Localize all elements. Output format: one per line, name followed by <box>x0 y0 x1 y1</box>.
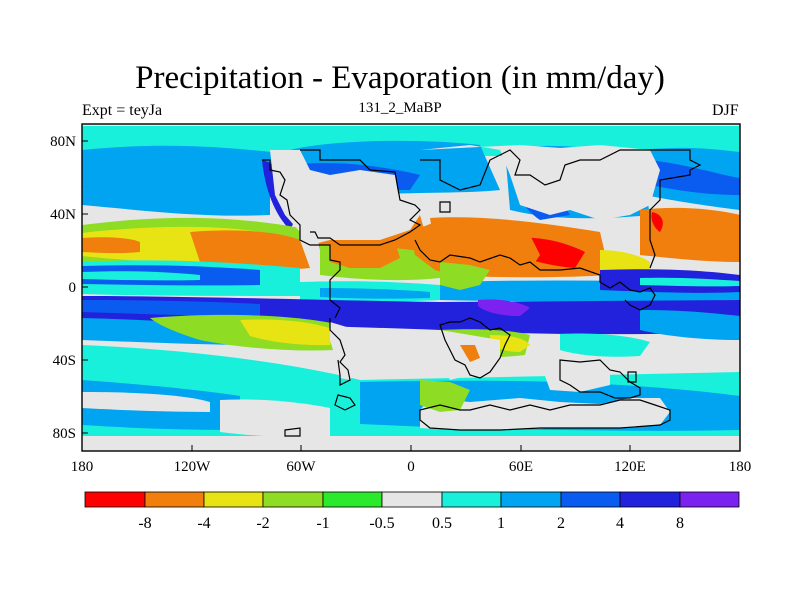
coastline-south-america <box>329 318 351 386</box>
field-land-africa-dry <box>460 345 480 362</box>
colorbar-label-8: 4 <box>616 515 624 532</box>
coastline-island-4 <box>439 201 451 213</box>
lon-ticks <box>191 445 631 451</box>
colorbar-label-6: 1 <box>497 515 505 532</box>
colorbar-label-0: -8 <box>138 515 151 532</box>
coastline-australia <box>559 359 641 399</box>
field-land-africa-green <box>420 380 470 412</box>
experiment-label: Expt = teyJa <box>82 102 163 119</box>
field-band-south-mid-light-2 <box>82 392 210 412</box>
colorbar-box-1 <box>144 491 205 508</box>
field-band-south-dry-5 <box>560 333 650 357</box>
colorbar-box-5 <box>381 491 443 508</box>
field-band-south-dry-2 <box>240 319 335 346</box>
lat-label-40s: 40S <box>53 353 76 369</box>
field-band-south-purple <box>478 299 530 316</box>
colorbar-box-7 <box>500 491 562 508</box>
lon-label-180-west: 180 <box>71 459 94 475</box>
colorbar-label-2: -2 <box>256 515 269 532</box>
colorbar-label-7: 2 <box>557 515 565 532</box>
field-band-equator-cyan-2 <box>82 271 200 281</box>
coastline-island-2 <box>284 427 301 437</box>
colorbar-box-9 <box>619 491 681 508</box>
lon-labels: 180 120W 60W 0 60E 120E 180 <box>71 459 752 475</box>
lat-label-80n: 80N <box>50 134 76 150</box>
colorbar-box-3 <box>262 491 324 508</box>
colorbar-box-6 <box>441 491 502 508</box>
coastline-island-3 <box>627 371 637 383</box>
coastline-eurasia <box>420 149 702 269</box>
colorbar-label-5: 0.5 <box>432 515 452 532</box>
colorbar-box-8 <box>560 491 621 508</box>
lat-label-80s: 80S <box>53 426 76 442</box>
coastline-southeast-asia <box>619 281 656 311</box>
field-band-north-dry-7 <box>640 207 740 262</box>
lat-label-0: 0 <box>69 280 77 296</box>
colorbar-labels: -8 -4 -2 -1 -0.5 0.5 1 2 4 8 <box>138 515 684 532</box>
lon-label-120w: 120W <box>174 459 212 475</box>
colorbar <box>84 491 740 508</box>
field-band-south-mid-light-1 <box>220 399 330 437</box>
season-label: DJF <box>712 102 739 119</box>
lon-label-180-east: 180 <box>729 459 752 475</box>
field-band-south-polar <box>82 436 740 451</box>
colorbar-box-10 <box>679 491 740 508</box>
colorbar-box-2 <box>203 491 264 508</box>
field-land-north-america <box>270 150 420 245</box>
field-land-central-america <box>330 240 400 268</box>
field-band-equator-blue-2 <box>320 288 430 299</box>
field-band-north-dry-spot <box>651 212 663 232</box>
field-band-north-ocean <box>82 175 270 216</box>
field-band-north-dry-3 <box>190 230 310 270</box>
lat-ticks <box>82 140 88 434</box>
field-land-south-america <box>330 322 360 380</box>
field-land-tropical-africa <box>440 262 490 290</box>
colorbar-box-4 <box>322 491 383 508</box>
map-field <box>82 124 740 451</box>
lon-label-0: 0 <box>407 459 415 475</box>
coastline-north-america <box>262 159 341 319</box>
lat-label-40n: 40N <box>50 207 76 223</box>
coastline-africa-north <box>414 239 621 289</box>
field-band-north-storm-4 <box>650 160 740 195</box>
field-land-antarctic-coast <box>420 398 670 430</box>
colorbar-box-0 <box>84 491 146 508</box>
field-land-asia <box>420 145 660 220</box>
field-band-equator-cyan-5 <box>640 277 740 287</box>
field-band-north-dry-4 <box>82 237 140 254</box>
field-band-south-cyan-1 <box>640 310 740 340</box>
colorbar-label-1: -4 <box>197 515 210 532</box>
coastlines <box>262 149 702 437</box>
lon-label-60w: 60W <box>286 459 316 475</box>
lat-labels: 80N 40N 0 40S 80S <box>50 134 76 442</box>
lon-label-60e: 60E <box>509 459 533 475</box>
coastline-africa-south <box>439 317 511 379</box>
coastline-antarctica <box>419 399 671 431</box>
coastline-greenland <box>300 149 422 246</box>
lon-label-120e: 120E <box>614 459 646 475</box>
field-land-australia <box>540 360 610 392</box>
colorbar-label-4: -0.5 <box>369 515 394 532</box>
period-label: 131_2_MaBP <box>358 100 442 116</box>
field-band-south-blue-2 <box>82 300 260 316</box>
coastline-island-1 <box>334 394 356 411</box>
map-title: Precipitation - Evaporation (in mm/day) <box>135 60 665 96</box>
colorbar-label-3: -1 <box>316 515 329 532</box>
colorbar-label-9: 8 <box>676 515 684 532</box>
